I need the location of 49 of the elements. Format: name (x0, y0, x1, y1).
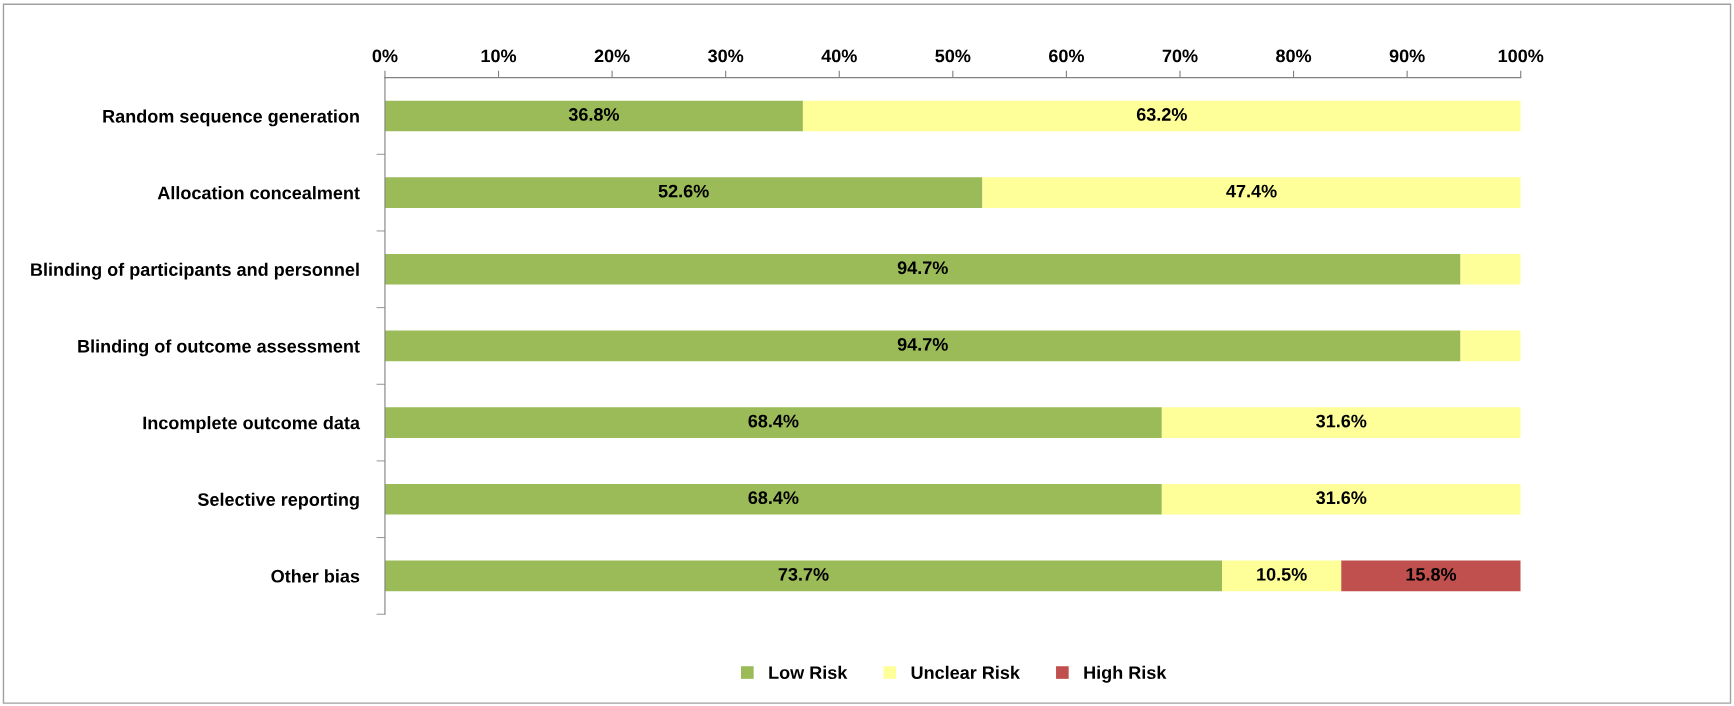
x-tick-label: 30% (708, 49, 744, 63)
y-tick-label: Random sequence generation (103, 109, 359, 127)
bar (384, 100, 803, 132)
bar (384, 407, 1162, 438)
data-label: 31.6% (1316, 491, 1367, 505)
y-tick-label: Blinding of participants and personnel (31, 262, 359, 280)
y-tick-label: Other bias (271, 569, 360, 583)
legend-label: Unclear Risk (911, 665, 1020, 680)
data-label: 94.7% (897, 338, 948, 351)
bar (384, 253, 1461, 285)
data-label: 47.4% (1226, 184, 1277, 198)
data-label: 68.4% (748, 414, 799, 428)
x-tick-label: 100% (1498, 49, 1544, 63)
x-tick-label: 50% (935, 49, 971, 63)
y-tick-label: Incomplete outcome data (143, 416, 361, 433)
x-tick-label: 20% (594, 49, 630, 63)
bar (1161, 483, 1521, 515)
bar (384, 560, 1223, 592)
y-tick-label: Selective reporting (197, 492, 359, 510)
x-tick-label: 60% (1049, 49, 1084, 63)
bar (1460, 330, 1521, 362)
data-label: 10.5% (1257, 567, 1307, 581)
bar (1341, 560, 1521, 592)
x-tick-label: 70% (1162, 49, 1198, 63)
legend-label: Low Risk (769, 665, 848, 680)
bar (1222, 560, 1342, 592)
x-tick-label: 0% (372, 49, 398, 63)
y-tick-label: Blinding of outcome assessment (78, 339, 360, 357)
bar (1161, 407, 1521, 438)
bar (1460, 253, 1521, 285)
x-tick-label: 10% (481, 49, 517, 63)
bar (384, 330, 1461, 362)
data-label: 94.7% (897, 261, 948, 275)
bar (802, 100, 1521, 132)
bar (384, 483, 1162, 515)
data-label: 52.6% (658, 184, 709, 198)
data-label: 36.8% (568, 108, 620, 121)
data-label: 31.6% (1316, 414, 1367, 428)
data-label: 68.4% (748, 491, 799, 505)
x-tick-label: 90% (1389, 49, 1425, 63)
legend-label: High Risk (1084, 665, 1167, 683)
bar (384, 177, 983, 208)
x-tick-label: 80% (1276, 49, 1312, 63)
y-tick-label: Allocation concealment (157, 186, 360, 200)
data-label: 15.8% (1406, 567, 1457, 581)
data-label: 73.7% (778, 567, 829, 581)
bar (982, 177, 1521, 208)
data-label: 63.2% (1136, 108, 1187, 121)
x-tick-label: 40% (821, 49, 857, 63)
